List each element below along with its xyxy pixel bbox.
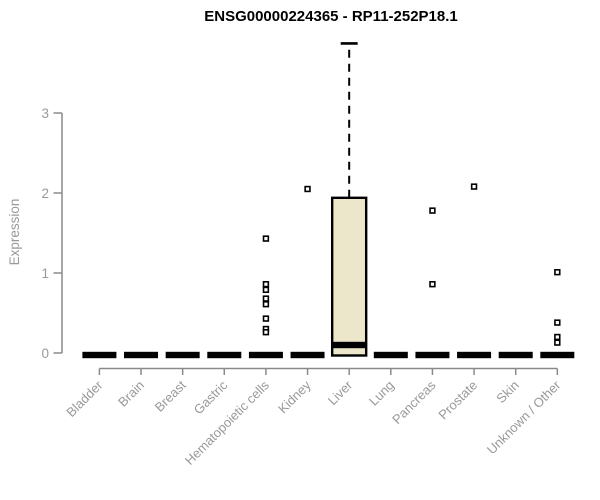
- outlier-hematopoietic-cells-4: [262, 300, 270, 308]
- median-line-liver: [332, 341, 367, 349]
- y-axis-label: Expression: [7, 199, 22, 266]
- outlier-unknown-other-1: [554, 319, 561, 326]
- zero-bar-skin: [498, 351, 533, 359]
- zero-bar-kidney: [290, 351, 325, 359]
- x-tick-label-bladder: Bladder: [63, 377, 106, 420]
- x-tick-label-gastric: Gastric: [191, 377, 231, 417]
- zero-bar-gastric: [207, 351, 242, 359]
- outlier-prostate-0: [470, 183, 478, 190]
- outlier-kidney-0: [304, 185, 311, 193]
- y-tick-label: 2: [41, 186, 49, 201]
- zero-bar-unknown-other: [540, 351, 575, 359]
- outlier-hematopoietic-cells-0: [262, 235, 270, 242]
- zero-bar-brain: [124, 351, 159, 359]
- chart-title: ENSG00000224365 - RP11-252P18.1: [204, 8, 458, 25]
- outlier-unknown-other-3: [554, 339, 561, 346]
- zero-bar-pancreas: [415, 351, 450, 359]
- zero-bar-lung: [373, 351, 408, 359]
- zero-bar-hematopoietic-cells: [248, 351, 283, 359]
- outlier-hematopoietic-cells-7: [262, 328, 270, 336]
- zero-bar-bladder: [82, 351, 117, 359]
- outlier-unknown-other-0: [554, 268, 561, 276]
- y-tick-label: 3: [41, 106, 49, 121]
- outlier-hematopoietic-cells-3: [262, 295, 270, 302]
- x-tick-label-brain: Brain: [115, 378, 147, 410]
- box-marks: [82, 42, 575, 359]
- outlier-hematopoietic-cells-1: [262, 280, 270, 288]
- outlier-pancreas-0: [429, 207, 436, 214]
- box-liver: [330, 196, 368, 357]
- x-tick-label-pancreas: Pancreas: [389, 377, 439, 427]
- x-tick-label-skin: Skin: [493, 378, 521, 406]
- x-tick-label-liver: Liver: [325, 377, 356, 408]
- x-tick-label-kidney: Kidney: [275, 377, 314, 416]
- zero-bar-prostate: [457, 351, 492, 359]
- y-tick-label: 1: [41, 266, 49, 281]
- zero-bar-breast: [165, 351, 200, 359]
- x-tick-label-breast: Breast: [152, 377, 189, 414]
- outlier-unknown-other-2: [554, 333, 561, 341]
- outlier-pancreas-1: [429, 280, 436, 288]
- y-tick-label: 0: [41, 346, 49, 361]
- outlier-hematopoietic-cells-2: [262, 286, 270, 293]
- outlier-hematopoietic-cells-5: [262, 315, 270, 322]
- x-tick-label-lung: Lung: [366, 378, 397, 409]
- x-tick-label-unknown-other: Unknown / Other: [484, 377, 564, 457]
- x-tick-label-prostate: Prostate: [435, 378, 480, 423]
